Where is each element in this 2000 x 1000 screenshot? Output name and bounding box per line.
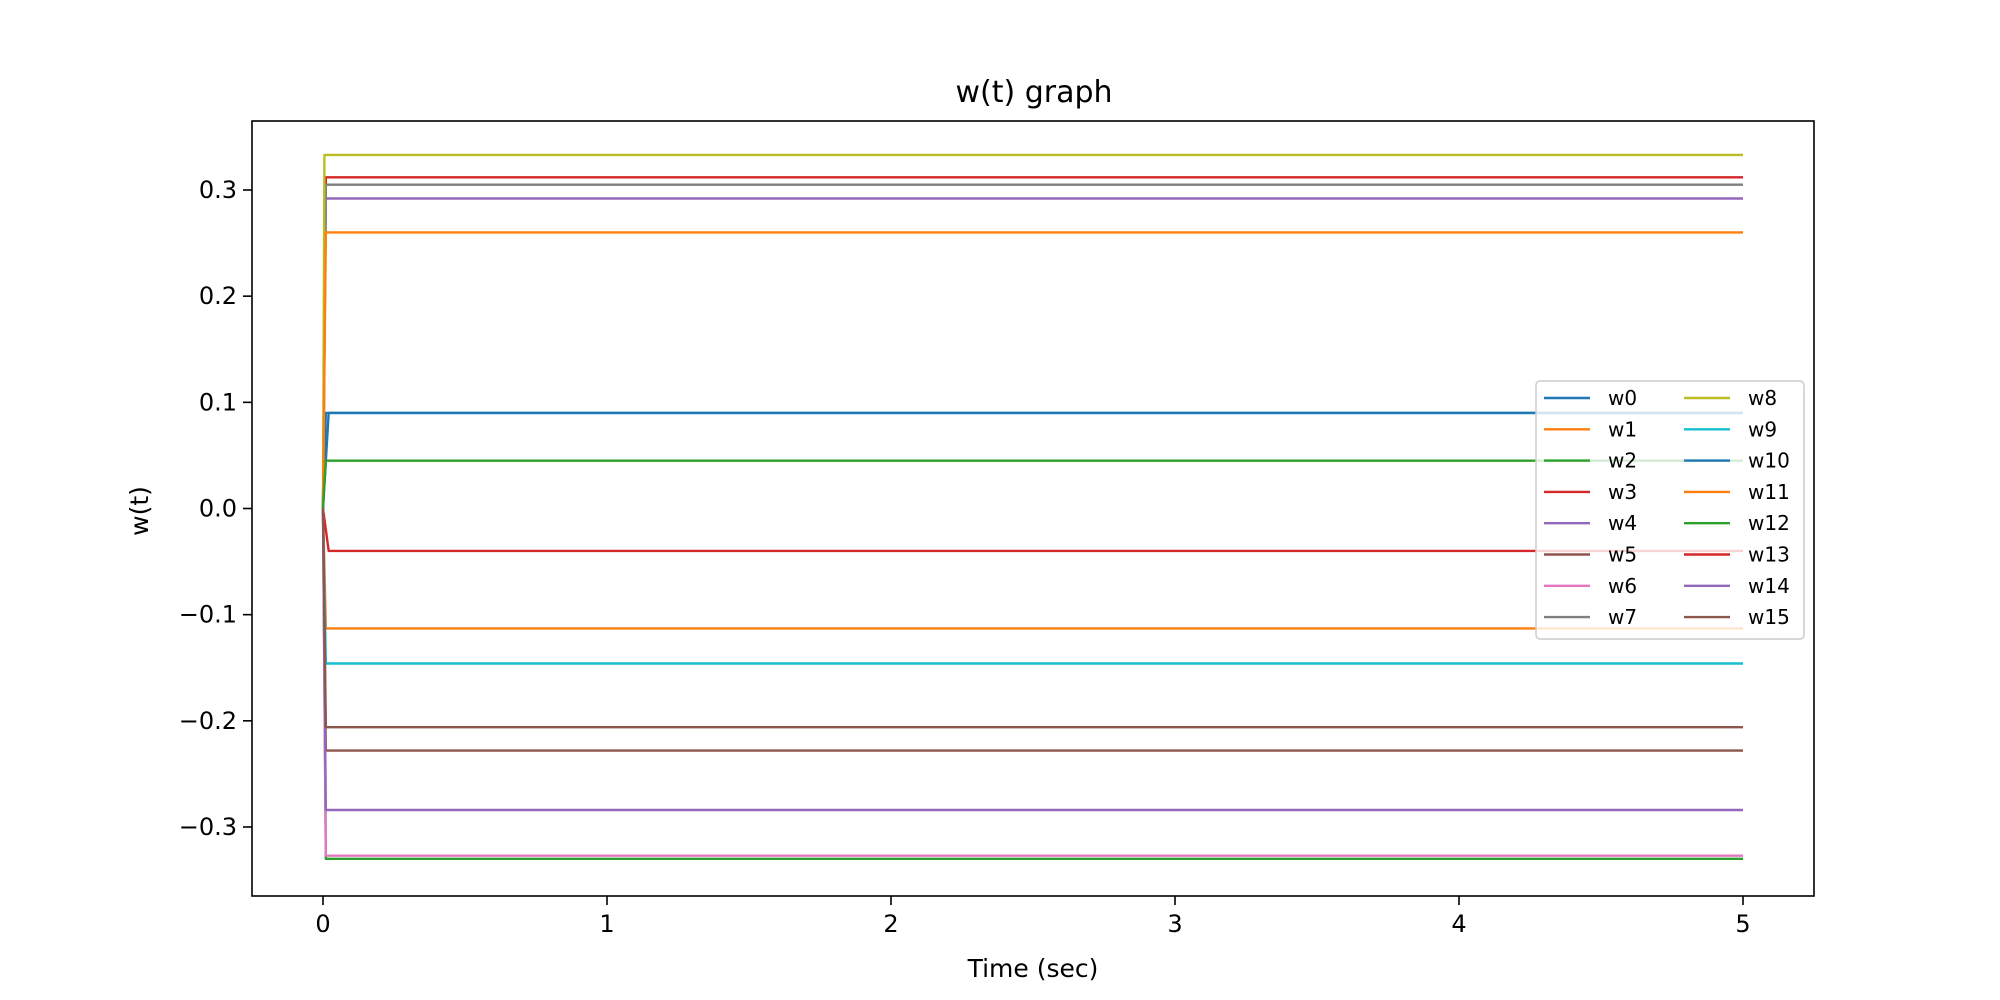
- y-tick-label: 0.0: [199, 495, 237, 523]
- x-tick-label: 1: [599, 910, 614, 938]
- series-line-w13: [321, 508, 1743, 553]
- legend-label: w9: [1748, 417, 1777, 441]
- series-layer: [321, 153, 1743, 861]
- y-tick-label: −0.2: [179, 707, 237, 735]
- series-line-w15: [321, 508, 1743, 729]
- y-tick-label: −0.3: [179, 813, 237, 841]
- chart-title: w(t) graph: [955, 75, 1112, 110]
- y-axis-label: w(t): [125, 486, 154, 536]
- legend-label: w0: [1608, 386, 1637, 410]
- x-tick-label: 5: [1735, 910, 1750, 938]
- y-tick-label: 0.1: [199, 388, 237, 416]
- legend-frame: [1535, 380, 1805, 640]
- x-axis: 0 1 2 3 4 5: [315, 896, 1751, 938]
- y-axis: −0.3 −0.2 −0.1 0.0 0.1 0.2 0.3: [179, 176, 252, 841]
- legend-label: w10: [1748, 449, 1790, 473]
- legend-label: w6: [1608, 574, 1637, 598]
- series-line-w12: [321, 459, 1743, 509]
- legend-label: w14: [1748, 574, 1790, 598]
- y-tick-label: 0.2: [199, 282, 237, 310]
- legend-label: w8: [1748, 386, 1777, 410]
- x-tick-label: 2: [883, 910, 898, 938]
- legend-label: w5: [1608, 543, 1637, 567]
- legend-label: w13: [1748, 543, 1790, 567]
- legend-label: w2: [1608, 449, 1637, 473]
- x-tick-label: 0: [315, 910, 330, 938]
- x-tick-label: 4: [1451, 910, 1466, 938]
- x-tick-label: 3: [1167, 910, 1182, 938]
- series-line-w11: [321, 231, 1743, 509]
- legend-label: w15: [1748, 605, 1790, 629]
- x-axis-label: Time (sec): [967, 954, 1099, 983]
- y-tick-label: 0.3: [199, 176, 237, 204]
- legend-label: w11: [1748, 480, 1790, 504]
- legend-label: w12: [1748, 511, 1790, 535]
- legend-label: w1: [1608, 417, 1637, 441]
- legend-label: w7: [1608, 605, 1637, 629]
- y-tick-label: −0.1: [179, 601, 237, 629]
- legend-label: w4: [1608, 511, 1637, 535]
- legend-label: w3: [1608, 480, 1637, 504]
- legend: w0 w1 w2 w3 w4 w5 w6 w7 w8 w9 w10 w11 w12 w13 w14 w15: [1535, 380, 1805, 640]
